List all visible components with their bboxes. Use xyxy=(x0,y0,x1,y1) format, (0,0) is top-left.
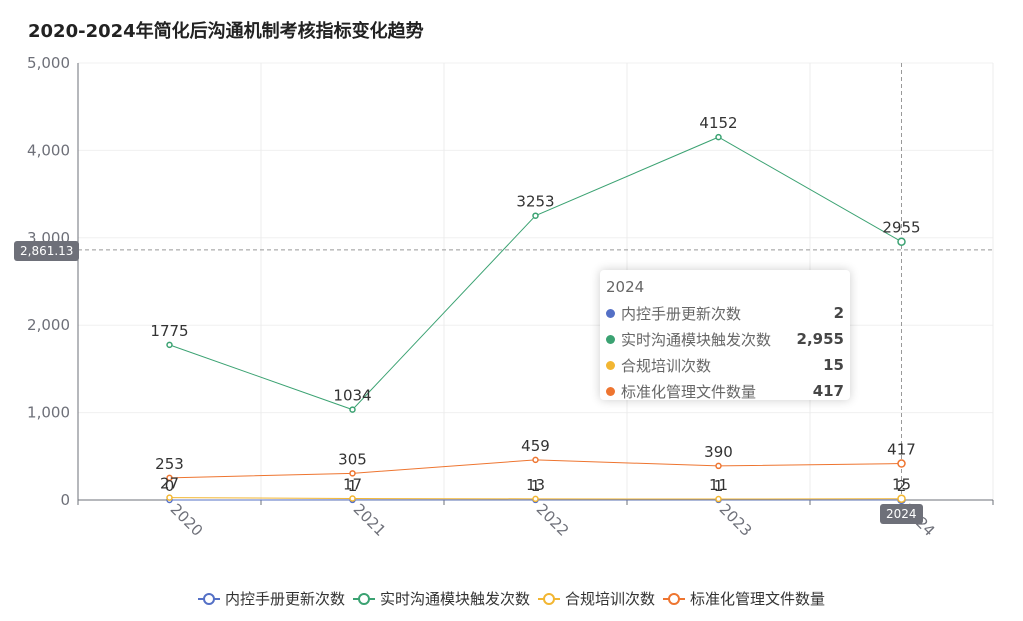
crosshair-x-badge: 2024 xyxy=(880,504,923,524)
legend-line-icon xyxy=(352,592,375,606)
data-point xyxy=(532,495,539,503)
crosshair-y-badge: 2,861.13 xyxy=(14,241,80,261)
tooltip-row-name: 内控手册更新次数 xyxy=(621,304,742,323)
data-point xyxy=(166,341,173,349)
data-label: 15 xyxy=(892,476,911,494)
data-label: 305 xyxy=(338,450,367,468)
series-dot-icon xyxy=(606,308,615,318)
legend-item[interactable]: 内控手册更新次数 xyxy=(197,588,345,609)
tooltip-row-value: 417 xyxy=(812,382,844,400)
tooltip-row-name: 标准化管理文件数量 xyxy=(621,382,757,401)
legend-item[interactable]: 合规培训次数 xyxy=(538,588,655,609)
data-point xyxy=(349,406,356,413)
data-point xyxy=(715,495,722,503)
x-tick-label: 2021 xyxy=(350,500,390,540)
x-tick-label: 2022 xyxy=(533,500,573,540)
legend-label: 标准化管理文件数量 xyxy=(690,590,826,608)
data-point xyxy=(349,470,356,477)
legend-label: 实时沟通模块触发次数 xyxy=(379,590,530,608)
y-tick-label: 5,000 xyxy=(27,54,70,72)
data-label: 2955 xyxy=(882,219,920,237)
legend-label: 合规培训次数 xyxy=(565,590,656,608)
data-label: 390 xyxy=(704,443,733,461)
x-tick-label: 2020 xyxy=(167,500,207,540)
data-point xyxy=(897,459,906,468)
tooltip-row: 合规培训次数 15 xyxy=(606,352,844,378)
data-label: 253 xyxy=(155,455,184,473)
tooltip-row-name: 合规培训次数 xyxy=(621,356,712,375)
data-point xyxy=(532,212,539,219)
data-label: 4152 xyxy=(699,114,737,132)
data-label: 27 xyxy=(160,475,179,493)
x-tick-label: 2023 xyxy=(716,500,756,540)
data-label: 0 xyxy=(165,477,175,495)
data-label: 1 xyxy=(531,477,541,495)
tooltip-row-value: 15 xyxy=(823,356,844,374)
tooltip-row-value: 2,955 xyxy=(796,330,844,348)
tooltip-row-value: 2 xyxy=(833,304,844,322)
tooltip-row-name: 实时沟通模块触发次数 xyxy=(621,330,772,349)
tooltip-row: 实时沟通模块触发次数 2,955 xyxy=(606,326,844,352)
tooltip-row: 标准化管理文件数量 417 xyxy=(606,378,844,404)
series-dot-icon xyxy=(606,360,615,370)
data-point xyxy=(897,494,906,503)
data-label: 1034 xyxy=(333,387,371,405)
data-point xyxy=(166,474,173,482)
y-tick-label: 4,000 xyxy=(27,141,70,159)
legend-line-icon xyxy=(538,592,560,606)
data-point xyxy=(166,494,173,501)
data-point xyxy=(349,495,356,502)
legend-line-icon xyxy=(663,592,686,606)
y-tick-label: 0 xyxy=(60,491,70,509)
data-point xyxy=(715,462,722,470)
legend-item[interactable]: 实时沟通模块触发次数 xyxy=(352,588,530,609)
data-label: 459 xyxy=(521,437,550,455)
tooltip-title: 2024 xyxy=(606,278,645,296)
data-label: 17 xyxy=(343,476,362,494)
data-point xyxy=(897,237,906,246)
legend: 内控手册更新次数 实时沟通模块触发次数 合规培训次数 标准化管理文件数量 xyxy=(0,588,1023,609)
legend-item[interactable]: 标准化管理文件数量 xyxy=(663,588,825,609)
data-label: 2 xyxy=(897,477,907,495)
chart-title: 2020-2024年简化后沟通机制考核指标变化趋势 xyxy=(28,21,424,42)
series-dot-icon xyxy=(606,386,615,396)
tooltip-row: 内控手册更新次数 2 xyxy=(606,300,844,326)
data-point xyxy=(532,456,539,464)
data-point xyxy=(715,133,722,141)
data-label: 3253 xyxy=(516,193,554,211)
data-label: 1775 xyxy=(150,322,188,340)
tooltip: 2024 内控手册更新次数 2 实时沟通模块触发次数 2,955 合规培训次数 … xyxy=(600,270,850,401)
data-label: 13 xyxy=(526,476,545,494)
data-label: 1 xyxy=(714,477,724,495)
y-tick-label: 1,000 xyxy=(27,404,70,422)
series-dot-icon xyxy=(606,334,615,344)
legend-label: 内控手册更新次数 xyxy=(224,590,345,608)
data-label: 1 xyxy=(348,477,358,495)
data-label: 417 xyxy=(887,441,916,459)
legend-line-icon xyxy=(197,592,220,606)
y-tick-label: 2,000 xyxy=(27,316,70,334)
data-label: 11 xyxy=(709,476,728,494)
